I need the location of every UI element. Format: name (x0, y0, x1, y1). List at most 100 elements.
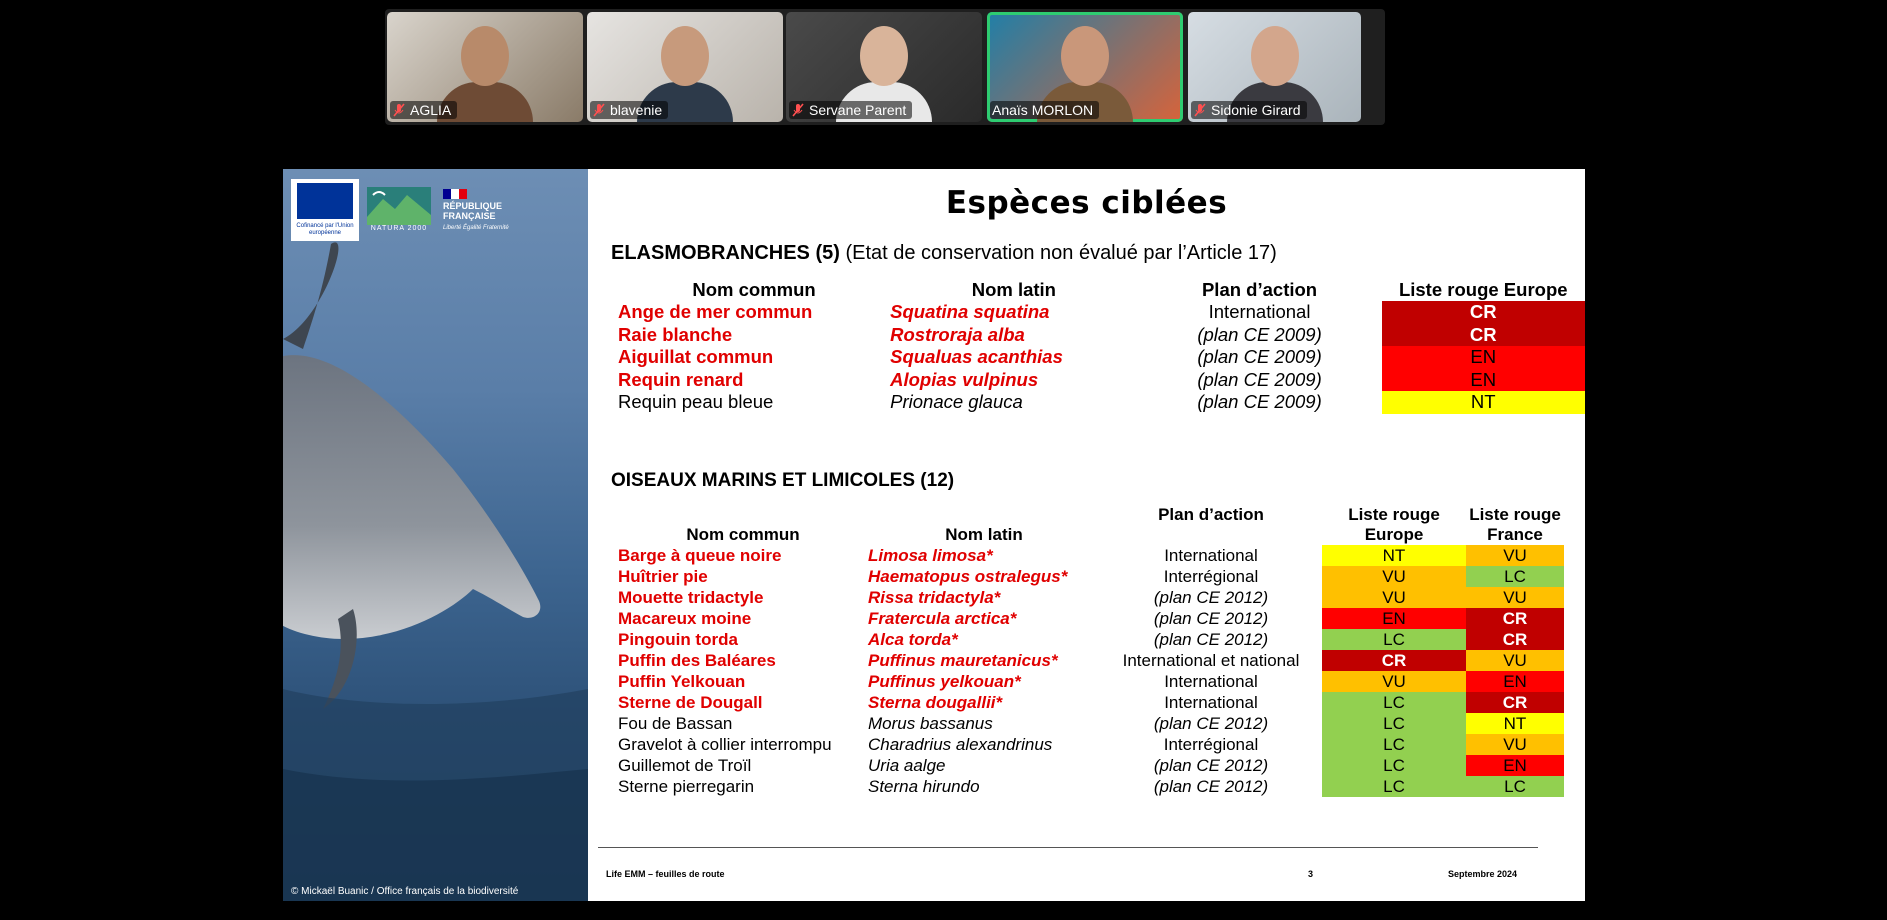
participant-tile[interactable]: Anaïs MORLON (987, 12, 1183, 122)
common-name: Requin renard (618, 368, 744, 390)
red-list-europe: NT (1381, 391, 1585, 414)
red-list-france: CR (1466, 608, 1564, 629)
red-list-europe: CR (1322, 650, 1466, 671)
participant-name: Sidonie Girard (1211, 102, 1301, 118)
common-name: Gravelot à collier interrompu (618, 734, 832, 754)
section1-note: (Etat de conservation non évalué par l’A… (839, 242, 1277, 264)
red-list-france: VU (1466, 587, 1564, 608)
latin-name: Squaluas acanthias (890, 346, 1063, 368)
participant-video-face (461, 26, 509, 86)
red-list-europe: VU (1322, 587, 1466, 608)
red-list-europe: LC (1322, 713, 1466, 734)
mic-muted-icon (392, 103, 406, 117)
slide-content: Espèces ciblées ELASMOBRANCHES (5) (Etat… (588, 169, 1585, 901)
column-header-line: France (1487, 525, 1543, 544)
header-row: Nom commun Nom latin Plan d’action Liste ro… (618, 279, 1585, 301)
mic-muted-icon (592, 103, 606, 117)
action-plan: (plan CE 2009) (1197, 391, 1322, 413)
column-header-line: Liste rouge (1348, 505, 1440, 524)
latin-name: Rostroraja alba (890, 323, 1025, 345)
action-plan: International et national (1122, 650, 1300, 670)
table-row: Macareux moine Fratercula arctica* (plan C… (618, 608, 1564, 629)
red-list-europe: LC (1322, 734, 1466, 755)
latin-name: Haematopus ostralegus* (868, 566, 1068, 586)
common-name: Fou de Bassan (618, 713, 733, 733)
action-plan: (plan CE 2012) (1153, 776, 1269, 796)
action-plan: (plan CE 2012) (1153, 608, 1269, 628)
table-row: Fou de Bassan Morus bassanus (plan CE 2012… (618, 713, 1564, 734)
participant-name-bar: AGLIA (390, 101, 458, 119)
red-list-europe: LC (1322, 776, 1466, 797)
participant-video-face (1250, 26, 1299, 86)
column-header-line: Liste rouge (1469, 505, 1561, 524)
red-list-europe: VU (1322, 566, 1466, 587)
red-list-europe: VU (1322, 671, 1466, 692)
latin-name: Rissa tridactyla* (868, 587, 1001, 607)
common-name: Macareux moine (618, 608, 752, 628)
action-plan: International (1164, 545, 1258, 565)
footer-date: Septembre 2024 (1448, 869, 1518, 879)
table-row: Barge à queue noire Limosa limosa* Interna… (618, 545, 1564, 566)
participant-video-face (1061, 26, 1109, 86)
table-row: Pingouin torda Alca torda* (plan CE 2012) L… (618, 629, 1564, 650)
action-plan: International (1164, 671, 1258, 691)
action-plan: International (1164, 692, 1258, 712)
table-row: Puffin Yelkouan Puffinus yelkouan* Interna… (618, 671, 1564, 692)
participant-tile[interactable]: blavenie (587, 12, 783, 122)
action-plan: International (1208, 301, 1311, 323)
common-name: Barge à queue noire (618, 545, 782, 565)
mic-muted-icon (791, 103, 805, 117)
common-name: Mouette tridactyle (618, 587, 764, 607)
latin-name: Sterna hirundo (868, 776, 980, 796)
red-list-europe: CR (1381, 323, 1585, 346)
column-header: Plan d’action (1158, 505, 1264, 524)
footer-divider (598, 847, 1538, 848)
section-elasmobranches-heading: ELASMOBRANCHES (5) (Etat de conservation… (611, 242, 1277, 265)
participant-tile[interactable]: Servane Parent (786, 12, 982, 122)
natura2000-logo: NATURA 2000 (367, 187, 431, 232)
common-name: Ange de mer commun (618, 301, 813, 323)
red-list-europe: NT (1322, 545, 1466, 566)
table-row: Requin renard Alopias vulpinus (plan CE 20… (618, 368, 1585, 391)
action-plan: (plan CE 2012) (1153, 629, 1269, 649)
mic-muted-icon (1193, 103, 1207, 117)
eu-logo: Cofinancé par l'Union européenne (291, 179, 359, 241)
participant-name: Servane Parent (809, 102, 907, 118)
table-row: Guillemot de Troïl Uria aalge (plan CE 201… (618, 755, 1564, 776)
dolphin-photo: Cofinancé par l'Union européenne NATURA … (283, 169, 588, 901)
common-name: Huîtrier pie (618, 566, 708, 586)
red-list-europe: LC (1322, 629, 1466, 650)
latin-name: Uria aalge (868, 755, 946, 775)
latin-name: Prionace glauca (890, 391, 1023, 413)
latin-name: Limosa limosa* (868, 545, 993, 565)
rf-motto: Liberté Égalité Fraternité (443, 225, 509, 231)
common-name: Sterne pierregarin (618, 776, 755, 796)
latin-name: Charadrius alexandrinus (868, 734, 1053, 754)
column-header-line: Europe (1364, 525, 1424, 544)
common-name: Aiguillat commun (618, 346, 774, 368)
common-name: Puffin Yelkouan (618, 671, 746, 691)
participant-name: blavenie (610, 102, 663, 118)
common-name: Guillemot de Troïl (618, 755, 752, 775)
participant-tile[interactable]: Sidonie Girard (1188, 12, 1361, 122)
latin-name: Fratercula arctica* (868, 608, 1017, 628)
eu-caption: Cofinancé par l'Union européenne (296, 223, 354, 236)
table-row: Mouette tridactyle Rissa tridactyla* (plan… (618, 587, 1564, 608)
action-plan: (plan CE 2012) (1153, 755, 1269, 775)
table-row: Puffin des Baléares Puffinus mauretanicus… (618, 650, 1564, 671)
participant-tile[interactable]: AGLIA (387, 12, 583, 122)
red-list-france: LC (1466, 566, 1564, 587)
table-row: Raie blanche Rostroraja alba (plan CE 2009… (618, 323, 1585, 346)
participant-name: AGLIA (410, 102, 452, 118)
red-list-europe: EN (1381, 346, 1585, 369)
action-plan: (plan CE 2012) (1153, 587, 1269, 607)
rf-label: RÉPUBLIQUE FRANÇAISE (443, 201, 503, 221)
latin-name: Squatina squatina (890, 301, 1050, 323)
column-header: Plan d’action (1201, 279, 1318, 300)
column-header: Nom commun (692, 279, 816, 300)
oiseaux-table: Nom commun Nom latin Plan d’action Liste ro… (618, 505, 1564, 797)
action-plan: (plan CE 2009) (1197, 346, 1322, 368)
red-list-europe: EN (1381, 368, 1585, 391)
table-row: Sterne pierregarin Sterna hirundo (plan CE… (618, 776, 1564, 797)
republique-francaise-logo: RÉPUBLIQUE FRANÇAISE Liberté Égalité Fra… (443, 189, 509, 233)
